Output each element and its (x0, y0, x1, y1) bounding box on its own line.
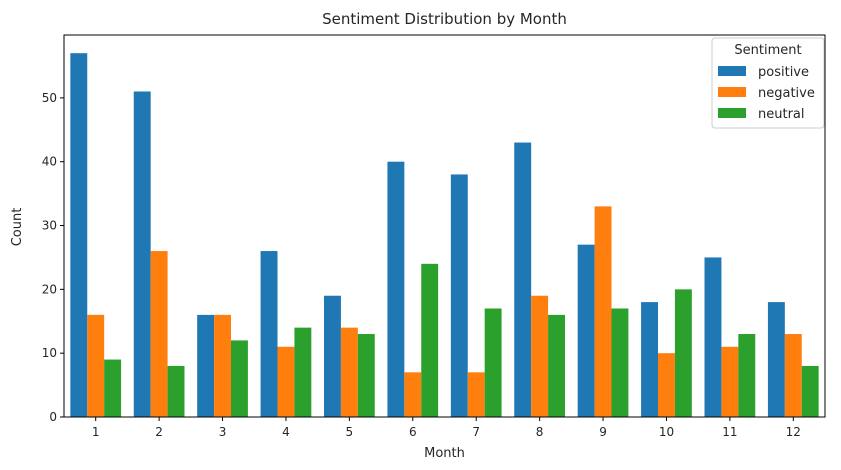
bar-positive-month-8 (514, 142, 532, 418)
legend-title: Sentiment (734, 43, 801, 58)
legend-swatch-positive (718, 66, 746, 76)
x-tick-label: 12 (786, 425, 801, 439)
x-tick-label: 10 (659, 425, 674, 439)
bar-negative-month-8 (531, 295, 549, 417)
x-tick-label: 7 (472, 425, 480, 439)
bar-negative-month-11 (721, 346, 739, 417)
y-tick-label: 10 (42, 346, 57, 360)
bar-positive-month-10 (641, 302, 659, 417)
bar-negative-month-6 (404, 372, 422, 417)
y-tick-label: 40 (42, 155, 57, 169)
legend-swatch-neutral (718, 108, 746, 118)
bar-negative-month-5 (340, 327, 358, 417)
bar-neutral-month-8 (548, 314, 565, 417)
x-tick-label: 1 (92, 425, 100, 439)
bar-positive-month-3 (197, 314, 215, 417)
bars (70, 53, 819, 418)
bar-positive-month-2 (133, 91, 151, 418)
bar-neutral-month-6 (421, 263, 439, 417)
bar-negative-month-9 (594, 206, 612, 417)
bar-positive-month-1 (70, 53, 88, 417)
bar-neutral-month-10 (674, 289, 692, 417)
bar-neutral-month-12 (801, 365, 819, 417)
plot-frame (63, 34, 826, 418)
bar-neutral-month-2 (167, 365, 185, 417)
bar-positive-month-5 (324, 295, 341, 417)
bar-positive-month-11 (704, 257, 722, 417)
x-tick-label: 5 (346, 425, 354, 439)
legend-label-positive: positive (758, 65, 809, 80)
bar-neutral-month-7 (484, 308, 502, 417)
y-axis-title: Count (10, 208, 25, 247)
x-tick-label: 2 (155, 425, 163, 439)
x-tick-label: 11 (722, 425, 737, 439)
legend-swatch-negative (718, 87, 746, 97)
bar-negative-month-4 (277, 346, 295, 417)
bar-negative-month-10 (658, 353, 675, 417)
legend-label-negative: negative (758, 86, 815, 101)
bar-positive-month-4 (260, 251, 278, 417)
legend-items: positive negative neutral (718, 65, 815, 122)
y-tick-label: 0 (49, 410, 57, 424)
y-axis: 0 10 20 30 40 50 (42, 91, 64, 424)
bar-positive-month-7 (450, 174, 468, 417)
bar-neutral-month-4 (294, 327, 312, 417)
bar-positive-month-6 (387, 161, 405, 417)
bar-neutral-month-1 (104, 359, 122, 417)
y-tick-label: 20 (42, 282, 57, 296)
x-axis-title: Month (424, 446, 465, 461)
bar-negative-month-7 (467, 372, 485, 417)
x-tick-label: 8 (536, 425, 544, 439)
x-tick-label: 6 (409, 425, 417, 439)
legend-label-neutral: neutral (758, 107, 805, 122)
legend-box (711, 37, 825, 129)
y-tick-label: 50 (42, 91, 57, 105)
bar-negative-month-1 (87, 314, 105, 417)
legend: Sentiment positive negative neutral (711, 37, 825, 129)
x-tick-label: 9 (599, 425, 607, 439)
bar-neutral-month-5 (357, 334, 375, 417)
bar-positive-month-9 (577, 244, 595, 417)
bar-neutral-month-9 (611, 308, 629, 417)
bar-negative-month-2 (150, 251, 168, 417)
chart-title: Sentiment Distribution by Month (322, 10, 567, 28)
bar-negative-month-12 (784, 334, 802, 417)
bar-neutral-month-3 (230, 340, 248, 417)
bar-negative-month-3 (214, 314, 231, 417)
bar-positive-month-12 (767, 302, 785, 417)
bar-neutral-month-11 (738, 334, 756, 417)
x-tick-label: 3 (219, 425, 227, 439)
y-tick-label: 30 (42, 219, 57, 233)
x-axis: 1 2 3 4 5 6 7 8 9 10 11 12 (92, 417, 801, 439)
x-tick-label: 4 (282, 425, 290, 439)
